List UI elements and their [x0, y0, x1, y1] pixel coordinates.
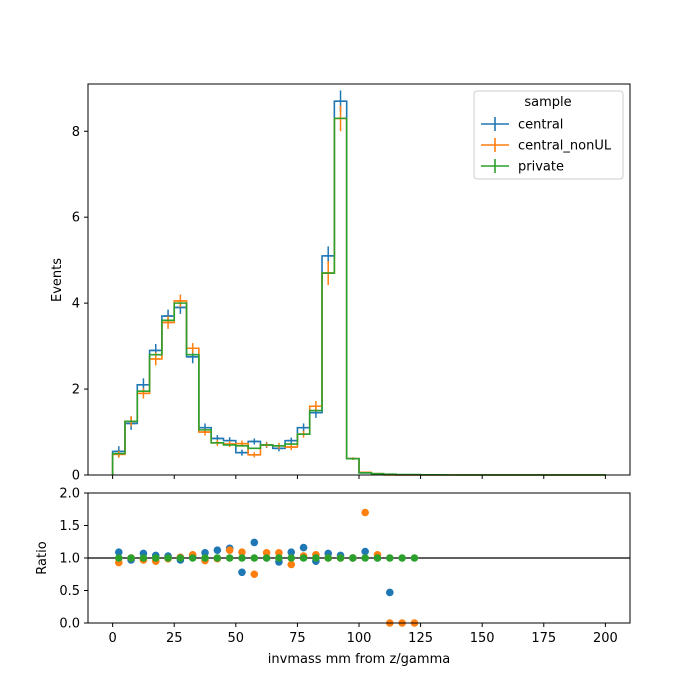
ratio-y-tick-label: 0.0 — [59, 617, 80, 632]
ratio-point-central-nonul — [238, 548, 246, 556]
ratio-point-private — [213, 554, 222, 562]
ratio-point-central — [213, 546, 222, 554]
main-y-tick-label: 0 — [72, 469, 80, 484]
x-tick-label: 0 — [108, 631, 116, 646]
main-y-tick-label: 2 — [72, 383, 80, 398]
ratio-point-private — [139, 554, 148, 562]
ratio-point-central — [238, 568, 246, 577]
main-y-tick-label: 8 — [72, 125, 80, 140]
ratio-point-central — [201, 549, 209, 557]
ratio-point-central — [361, 547, 369, 556]
ratio-point-private — [361, 554, 369, 562]
ratio-point-private — [299, 554, 308, 562]
ratio-point-central — [250, 538, 259, 547]
ratio-point-private — [201, 554, 209, 562]
x-tick-label: 125 — [408, 631, 433, 646]
ratio-series-private — [114, 554, 419, 562]
main-y-axis-label: Events — [50, 258, 65, 302]
main-axes: 0 2 4 6 8 — [72, 83, 631, 484]
ratio-y-axis-label: Ratio — [35, 541, 50, 574]
ratio-y-tick-label: 1.5 — [59, 519, 80, 534]
ratio-point-private — [336, 554, 345, 562]
ratio-point-private — [188, 554, 197, 562]
x-tick-label: 75 — [289, 631, 306, 646]
legend-entry-central-nonul: central_nonUL — [481, 138, 612, 154]
x-tick-label: 175 — [531, 631, 556, 646]
x-tick-label: 150 — [470, 631, 495, 646]
ratio-point-private — [176, 554, 185, 562]
ratio-point-private — [398, 554, 406, 562]
ratio-point-central — [299, 543, 308, 552]
ratio-point-private — [262, 554, 271, 562]
legend-title: sample — [524, 95, 571, 110]
x-tick-label: 50 — [228, 631, 245, 646]
ratio-point-private — [349, 554, 357, 562]
ratio-point-central-nonul — [225, 546, 234, 554]
ratio-point-central — [114, 548, 123, 556]
ratio-point-private — [225, 554, 234, 562]
ratio-point-central-nonul — [287, 560, 296, 569]
x-tick-label: 100 — [347, 631, 372, 646]
ratio-point-central — [385, 588, 394, 597]
x-tick-label: 25 — [166, 631, 183, 646]
legend-label: central_nonUL — [518, 139, 612, 154]
ratio-point-central-nonul — [250, 570, 259, 579]
legend-frame — [473, 90, 624, 180]
ratio-y-tick-label: 0.5 — [59, 584, 80, 599]
ratio-y-tick-label: 2.0 — [59, 487, 80, 502]
legend-entry-central: central — [481, 117, 563, 133]
ratio-axes: 0 25 50 75 100 125 150 175 200 0.0 0.5 1.0 1.5 2.0 — [59, 487, 631, 646]
ratio-point-central-nonul — [275, 549, 283, 557]
ratio-point-private — [312, 554, 320, 562]
ratio-point-central-nonul — [262, 549, 271, 557]
ratio-point-private — [114, 554, 123, 562]
ratio-point-private — [250, 554, 259, 562]
ratio-point-private — [410, 554, 419, 562]
ratio-point-private — [127, 554, 135, 562]
ratio-point-private — [324, 554, 333, 562]
legend-label: central — [518, 118, 563, 133]
ratio-y-tick-label: 1.0 — [59, 552, 80, 567]
x-axis-label: invmass mm from z/gamma — [268, 652, 450, 667]
ratio-point-private — [238, 554, 246, 562]
ratio-point-private — [164, 554, 172, 562]
main-y-tick-label: 6 — [72, 211, 80, 226]
ratio-point-private — [275, 554, 283, 562]
ratio-point-central-nonul — [361, 508, 369, 517]
x-tick-label: 200 — [593, 631, 618, 646]
ratio-point-private — [151, 554, 160, 562]
ratio-points — [88, 508, 630, 627]
ratio-point-private — [287, 554, 296, 562]
legend-label: private — [518, 160, 564, 175]
main-y-tick-label: 4 — [72, 297, 80, 312]
ratio-point-private — [385, 554, 394, 562]
legend-entry-private: private — [481, 159, 564, 175]
ratio-point-private — [373, 554, 382, 562]
ratio-point-central — [287, 548, 296, 556]
